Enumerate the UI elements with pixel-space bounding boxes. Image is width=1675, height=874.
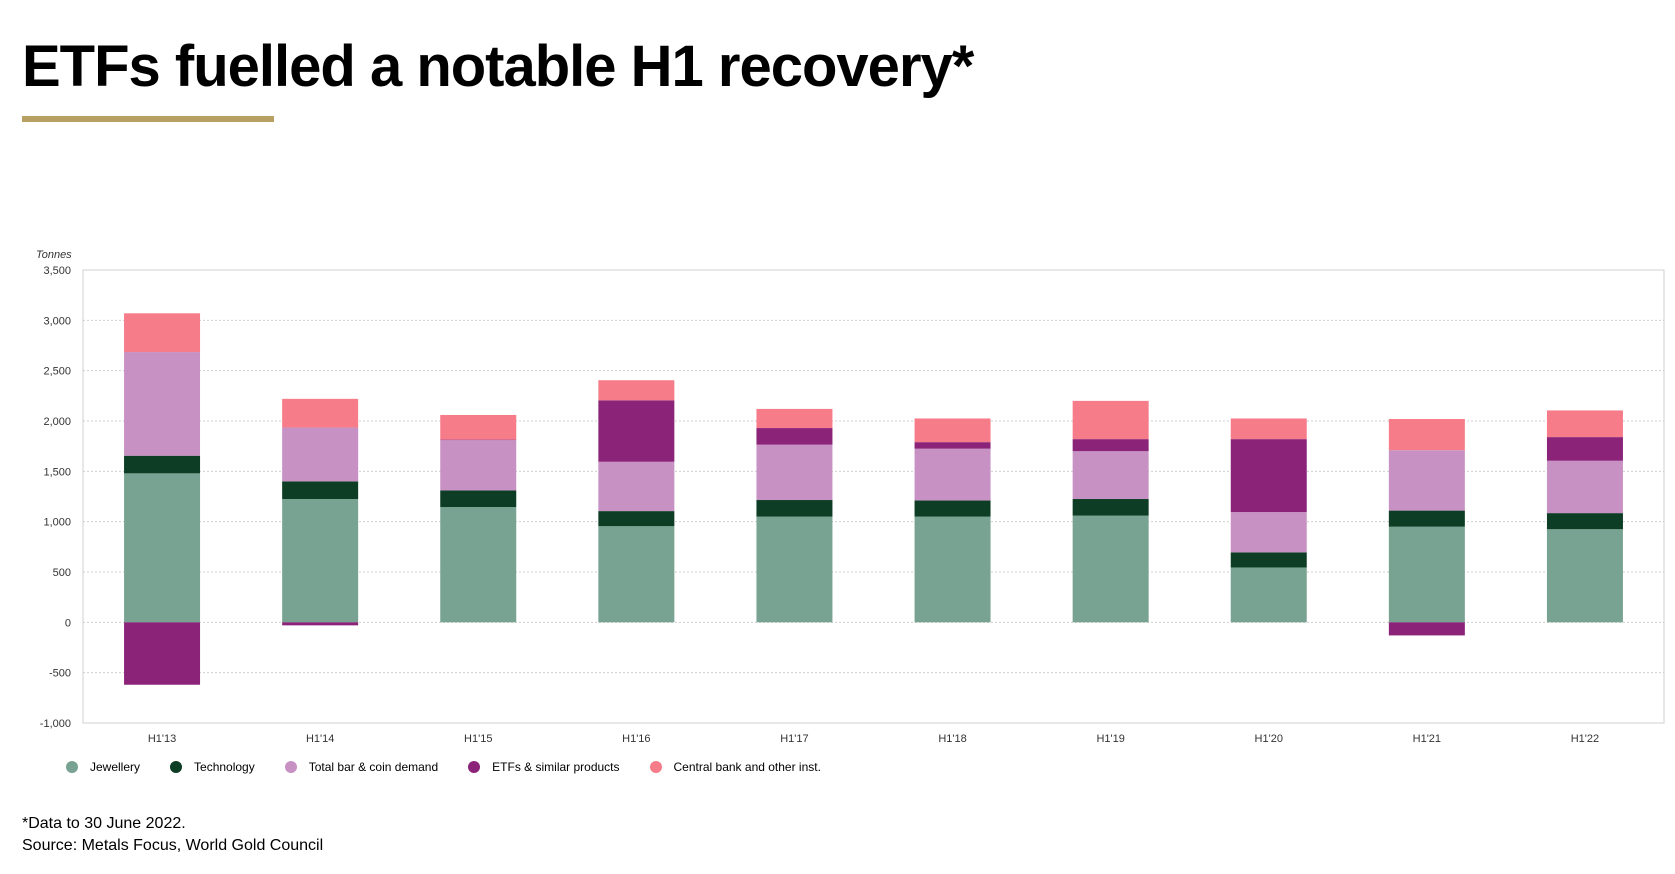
x-tick-label: H1'17 <box>780 733 808 745</box>
y-tick-label: 1,000 <box>43 517 71 529</box>
bar-segment-total-bar-coin-demand-2 <box>440 440 517 491</box>
bar-segment-central-bank-and-other-inst--1 <box>282 398 359 428</box>
bar-segment-total-bar-coin-demand-1 <box>282 427 359 482</box>
legend-item: ETFs & similar products <box>468 760 620 774</box>
legend-label: Technology <box>194 760 255 774</box>
legend-label: ETFs & similar products <box>492 760 620 774</box>
bar-segment-jewellery-4 <box>756 516 833 623</box>
legend-item: Total bar & coin demand <box>284 760 439 774</box>
x-tick-label: H1'16 <box>622 733 650 745</box>
bar-segment-etfs-similar-products-1 <box>282 622 359 626</box>
bar-segment-jewellery-8 <box>1388 526 1465 623</box>
bar-segment-total-bar-coin-demand-3 <box>598 461 675 512</box>
bar-segment-etfs-similar-products-4 <box>756 428 833 445</box>
bar-segment-total-bar-coin-demand-6 <box>1072 451 1149 500</box>
bar-segment-technology-5 <box>914 500 991 517</box>
bar-segment-technology-2 <box>440 490 517 508</box>
bar-segment-technology-6 <box>1072 499 1149 516</box>
bar-segment-technology-3 <box>598 511 675 527</box>
bar-segment-central-bank-and-other-inst--7 <box>1230 418 1307 440</box>
y-tick-label: -1,000 <box>40 718 71 730</box>
bar-segment-jewellery-7 <box>1230 567 1307 623</box>
bar-segment-jewellery-0 <box>124 473 201 623</box>
footnote-data-date: *Data to 30 June 2022. <box>22 815 186 832</box>
bar-segment-central-bank-and-other-inst--6 <box>1072 400 1149 440</box>
bar-segment-technology-9 <box>1546 513 1623 530</box>
legend-swatch <box>284 761 297 773</box>
title-underline <box>22 116 274 122</box>
x-tick-label: H1'22 <box>1571 733 1599 745</box>
bar-segment-central-bank-and-other-inst--5 <box>914 418 991 443</box>
bar-segment-jewellery-3 <box>598 526 675 623</box>
footnotes: *Data to 30 June 2022. Source: Metals Fo… <box>22 813 323 857</box>
bar-segment-technology-7 <box>1230 552 1307 568</box>
x-tick-label: H1'13 <box>148 733 176 745</box>
x-tick-label: H1'15 <box>464 733 492 745</box>
legend-item: Jewellery <box>66 760 140 774</box>
page-title: ETFs fuelled a notable H1 recovery* <box>22 34 974 99</box>
y-tick-label: 3,000 <box>43 315 71 327</box>
bar-segment-central-bank-and-other-inst--4 <box>756 408 833 429</box>
bar-segment-etfs-similar-products-8 <box>1388 622 1465 636</box>
x-tick-label: H1'18 <box>938 733 966 745</box>
bar-segment-total-bar-coin-demand-4 <box>756 444 833 501</box>
legend-swatch <box>170 761 183 773</box>
legend-label: Total bar & coin demand <box>308 760 439 774</box>
bar-segment-total-bar-coin-demand-5 <box>914 448 991 501</box>
legend-swatch <box>66 761 78 773</box>
bar-segment-technology-0 <box>124 455 201 474</box>
y-tick-label: 2,500 <box>43 366 71 378</box>
y-tick-label: -500 <box>49 668 71 680</box>
bar-segment-total-bar-coin-demand-9 <box>1546 460 1623 514</box>
bar-segment-etfs-similar-products-3 <box>598 400 675 462</box>
bar-segment-total-bar-coin-demand-8 <box>1388 450 1465 511</box>
bar-segment-etfs-similar-products-7 <box>1230 439 1307 513</box>
bar-segment-central-bank-and-other-inst--0 <box>124 313 201 353</box>
legend-swatch <box>649 761 662 773</box>
bar-segment-total-bar-coin-demand-7 <box>1230 512 1307 553</box>
bar-segment-total-bar-coin-demand-0 <box>124 352 201 456</box>
x-tick-label: H1'21 <box>1413 733 1441 745</box>
x-tick-label: H1'19 <box>1096 733 1124 745</box>
bar-segment-central-bank-and-other-inst--8 <box>1388 418 1465 451</box>
legend-label: Jewellery <box>90 760 141 774</box>
bar-segment-jewellery-9 <box>1546 529 1623 623</box>
bar-segment-jewellery-6 <box>1072 515 1149 623</box>
bar-segment-etfs-similar-products-5 <box>914 442 991 449</box>
footnote-source: Source: Metals Focus, World Gold Council <box>22 837 324 854</box>
y-axis-label: Tonnes <box>36 249 72 261</box>
bar-segment-etfs-similar-products-6 <box>1072 439 1149 452</box>
bar-segment-jewellery-2 <box>440 507 517 623</box>
y-tick-label: 1,500 <box>43 466 71 478</box>
y-tick-label: 0 <box>65 617 71 629</box>
bar-segment-etfs-similar-products-0 <box>124 622 201 685</box>
bar-segment-central-bank-and-other-inst--3 <box>598 380 675 401</box>
bar-segment-technology-4 <box>756 500 833 517</box>
y-tick-label: 2,000 <box>43 416 71 428</box>
legend-item: Technology <box>170 760 255 774</box>
bar-segment-technology-1 <box>282 481 359 500</box>
legend-swatch <box>468 761 481 773</box>
x-tick-label: H1'20 <box>1255 733 1283 745</box>
legend-item: Central bank and other inst. <box>649 760 821 774</box>
y-tick-label: 3,500 <box>43 265 71 277</box>
bar-segment-etfs-similar-products-9 <box>1546 437 1623 461</box>
x-tick-label: H1'14 <box>306 733 334 745</box>
bar-segment-etfs-similar-products-2 <box>440 439 517 441</box>
y-tick-label: 500 <box>53 567 71 579</box>
bar-segment-jewellery-1 <box>282 499 359 623</box>
legend-label: Central bank and other inst. <box>673 760 821 774</box>
bar-segment-technology-8 <box>1388 510 1465 527</box>
plot-frame <box>82 269 1665 724</box>
bar-segment-central-bank-and-other-inst--2 <box>440 414 517 440</box>
bar-segment-jewellery-5 <box>914 516 991 623</box>
bar-segment-central-bank-and-other-inst--9 <box>1546 410 1623 438</box>
chart-legend: Jewellery Technology Total bar & coin dema… <box>66 760 851 774</box>
